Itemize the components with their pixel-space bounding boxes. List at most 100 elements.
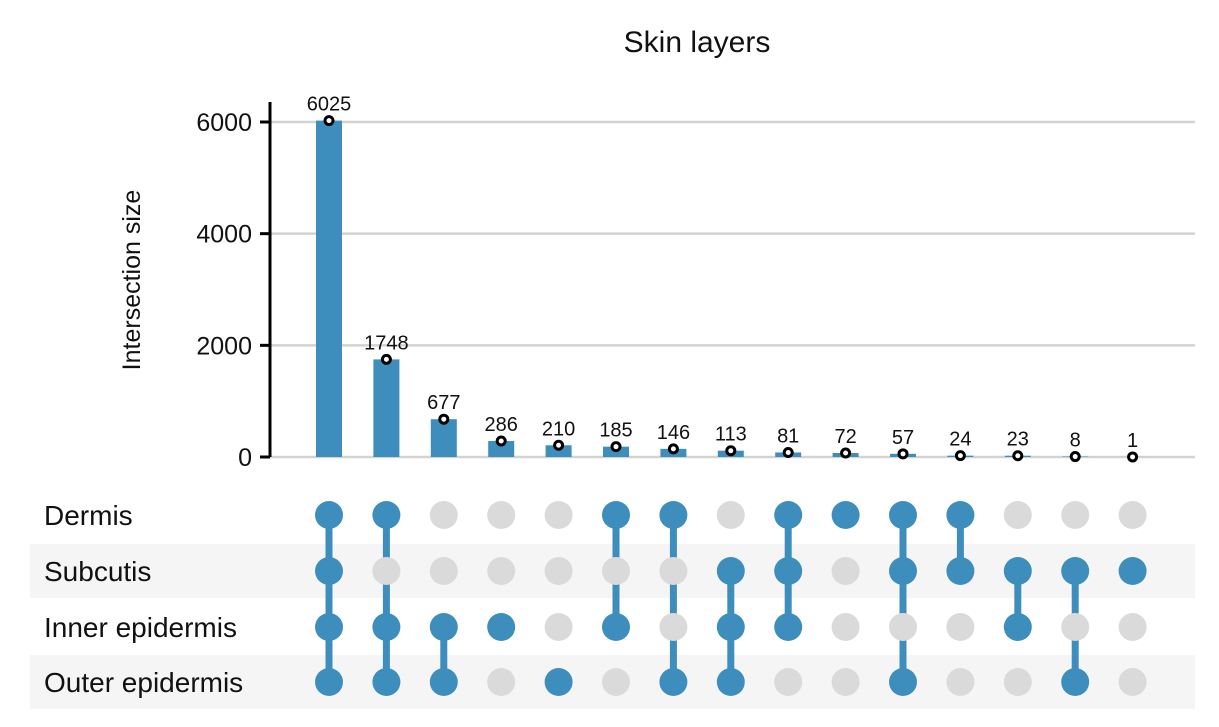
membership-dot-active xyxy=(659,668,688,696)
membership-dot-active xyxy=(716,668,745,696)
set-name-label: Subcutis xyxy=(44,556,151,587)
set-name-label: Dermis xyxy=(44,500,133,531)
membership-dot-active xyxy=(659,501,688,529)
bar-value-dot xyxy=(438,413,450,425)
set-name-label: Inner epidermis xyxy=(44,612,237,643)
bar-value-label: 185 xyxy=(599,420,632,442)
membership-dot-active xyxy=(774,501,803,529)
membership-dot-active xyxy=(315,613,343,641)
membership-dot-active xyxy=(831,501,860,529)
membership-dot-inactive xyxy=(1118,668,1147,696)
bar-value-dot xyxy=(1127,451,1139,463)
membership-dot-inactive xyxy=(774,668,803,696)
y-axis: 0 2000 4000 6000 xyxy=(196,102,272,472)
membership-dot-inactive xyxy=(1118,501,1147,529)
membership-dot-inactive xyxy=(659,557,688,585)
bar-value-label: 72 xyxy=(834,426,856,448)
membership-dot-active xyxy=(946,501,975,529)
bar-value-dot xyxy=(553,439,565,451)
bar xyxy=(373,359,400,457)
membership-dot-active xyxy=(889,501,917,529)
y-axis-label: Intersection size xyxy=(118,190,146,371)
membership-dot-active xyxy=(1061,557,1090,585)
bar-value-dot xyxy=(1069,451,1081,463)
bar-value-label: 1748 xyxy=(364,332,409,354)
bar-value-label: 23 xyxy=(1007,429,1029,451)
membership-dot-inactive xyxy=(544,613,573,641)
bar-value-label: 81 xyxy=(777,425,799,447)
membership-dot-inactive xyxy=(889,613,917,641)
membership-dot-active xyxy=(315,501,343,529)
y-tick-label: 6000 xyxy=(196,109,252,137)
membership-dot-inactive xyxy=(946,613,975,641)
bar-value-dot xyxy=(954,450,966,462)
membership-dot-inactive xyxy=(831,613,860,641)
bar xyxy=(316,120,342,458)
bar-value-dot xyxy=(725,445,737,457)
bar-value-label: 1 xyxy=(1127,430,1138,452)
membership-dot-active xyxy=(315,557,343,585)
membership-dot-inactive xyxy=(602,668,630,696)
membership-dot-active xyxy=(429,613,458,641)
bar-value-label: 113 xyxy=(715,424,747,446)
membership-dot-inactive xyxy=(659,613,688,641)
membership-dot-inactive xyxy=(1003,668,1032,696)
membership-dot-inactive xyxy=(716,501,745,529)
membership-dot-active xyxy=(544,668,573,696)
membership-dot-active xyxy=(487,613,516,641)
bar xyxy=(488,441,515,457)
membership-dot-active xyxy=(372,613,401,641)
bar-value-dot xyxy=(897,448,909,460)
membership-dot-active xyxy=(372,501,401,529)
bar-value-dot xyxy=(782,446,794,458)
membership-dot-inactive xyxy=(487,557,516,585)
bar-value-dot xyxy=(323,115,335,127)
y-tick-label: 2000 xyxy=(196,332,252,360)
bar-value-dot xyxy=(1012,450,1024,462)
membership-dot-active xyxy=(774,557,803,585)
membership-dot-inactive xyxy=(602,557,630,585)
bar xyxy=(430,419,457,457)
set-name-label: Outer epidermis xyxy=(44,667,243,698)
chart-title: Skin layers xyxy=(624,26,771,59)
membership-dot-inactive xyxy=(544,501,573,529)
bar-value-dot xyxy=(380,353,392,365)
membership-dot-inactive xyxy=(429,557,458,585)
membership-dot-active xyxy=(1118,557,1147,585)
membership-dot-active xyxy=(946,557,975,585)
bar-value-dot xyxy=(667,443,679,455)
membership-matrix xyxy=(315,501,1147,696)
membership-dot-active xyxy=(602,501,630,529)
membership-dot-inactive xyxy=(487,668,516,696)
y-tick-label: 4000 xyxy=(196,221,252,249)
membership-dot-inactive xyxy=(544,557,573,585)
membership-dot-active xyxy=(716,557,745,585)
membership-dot-inactive xyxy=(1061,501,1090,529)
membership-dot-inactive xyxy=(946,668,975,696)
membership-dot-inactive xyxy=(429,501,458,529)
membership-dot-inactive xyxy=(1003,501,1032,529)
bar-value-label: 24 xyxy=(949,429,971,451)
bar-value-label: 146 xyxy=(657,422,690,444)
bar-value-dot xyxy=(840,447,852,459)
bar-value-label: 286 xyxy=(485,414,518,436)
bar-value-label: 8 xyxy=(1070,430,1081,452)
membership-dot-inactive xyxy=(1061,613,1090,641)
bar-value-dot xyxy=(495,435,507,447)
membership-dot-active xyxy=(889,668,917,696)
bar-value-dot xyxy=(610,441,622,453)
bar-value-label: 210 xyxy=(542,418,575,440)
membership-dot-active xyxy=(1003,557,1032,585)
membership-dot-active xyxy=(1061,668,1090,696)
membership-dot-active xyxy=(315,668,343,696)
membership-dot-active xyxy=(774,613,803,641)
membership-dot-active xyxy=(889,557,917,585)
membership-dot-active xyxy=(372,668,401,696)
grid-lines xyxy=(270,120,1195,459)
membership-dot-active xyxy=(1003,613,1032,641)
membership-dot-inactive xyxy=(487,501,516,529)
bar-value-label: 677 xyxy=(427,392,460,414)
y-tick-label: 0 xyxy=(238,444,252,472)
